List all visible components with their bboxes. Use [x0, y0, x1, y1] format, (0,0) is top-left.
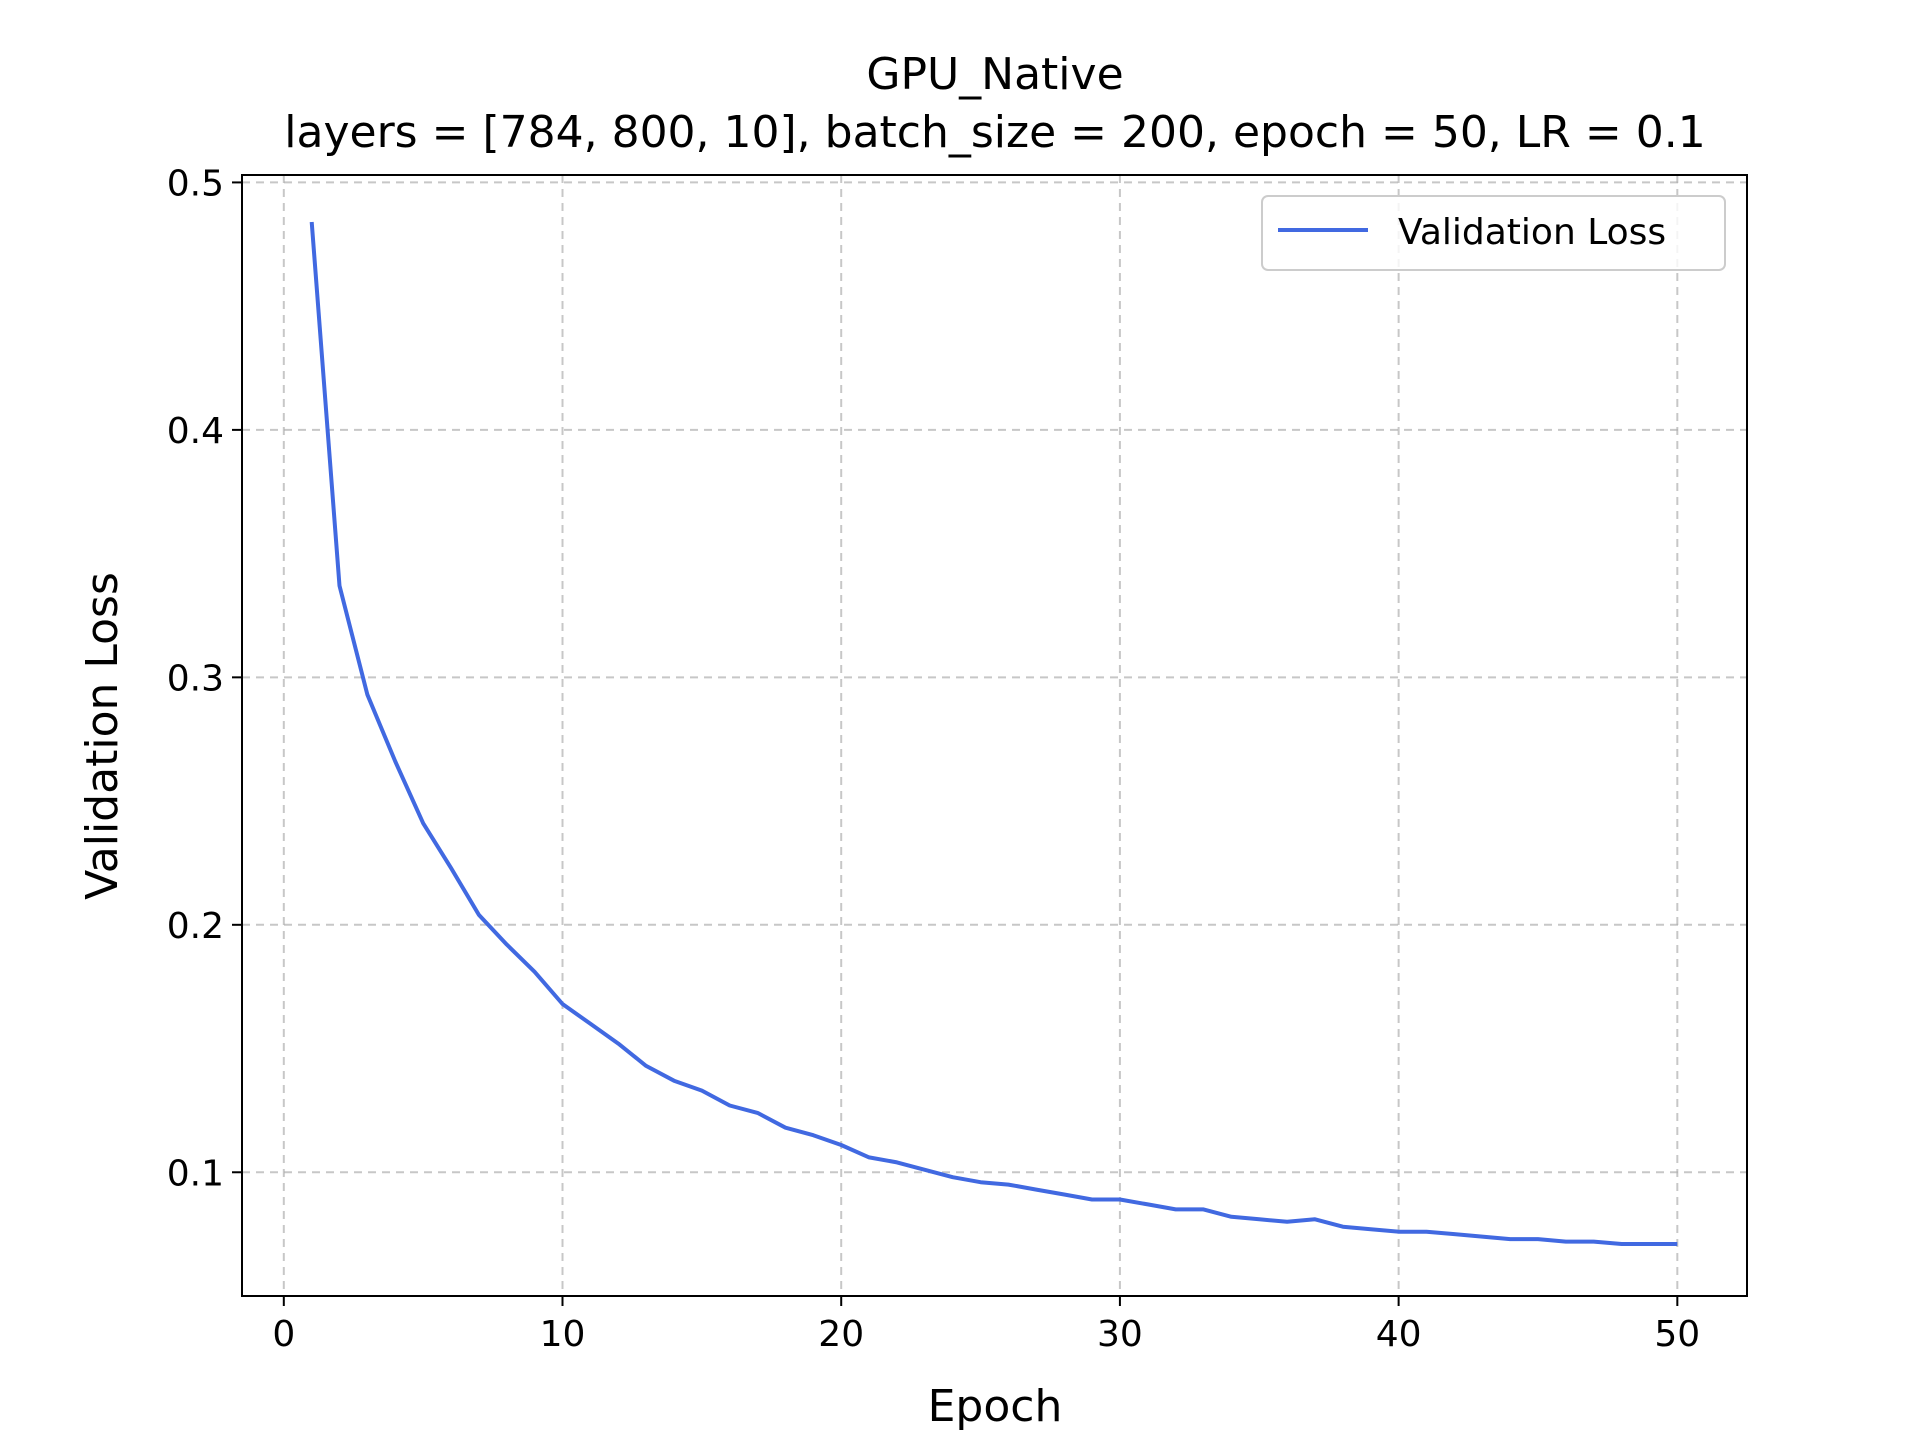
plot-frame [241, 174, 1748, 1297]
y-tick-label: 0.5 [167, 163, 224, 204]
y-tick-label: 0.2 [167, 906, 224, 947]
x-tick-label: 0 [272, 1314, 295, 1355]
y-tick-label: 0.4 [167, 411, 224, 452]
x-tick-label: 50 [1654, 1314, 1700, 1355]
x-axis-label: Epoch [928, 1381, 1063, 1432]
y-tick-label: 0.3 [167, 658, 224, 699]
series-line-validation-loss [309, 221, 1678, 1246]
x-tick-label: 40 [1376, 1314, 1422, 1355]
x-tick-label: 30 [1097, 1314, 1143, 1355]
chart-subtitle: layers = [784, 800, 10], batch_size = 20… [284, 107, 1705, 158]
legend: Validation Loss [1261, 195, 1726, 271]
y-axis-label: Validation Loss [77, 572, 128, 900]
axis-ticks: 0 10 20 30 40 50 0.1 0.2 0.3 0.4 0.5 [167, 163, 1700, 1355]
x-tick-label: 20 [818, 1314, 864, 1355]
chart-title: GPU_Native [866, 49, 1123, 100]
x-tick-label: 10 [540, 1314, 586, 1355]
grid-lines [242, 175, 1747, 1296]
legend-box [1261, 195, 1726, 271]
series-lines [309, 221, 1678, 1246]
y-tick-label: 0.1 [167, 1153, 224, 1194]
legend-label: Validation Loss [1398, 212, 1666, 253]
